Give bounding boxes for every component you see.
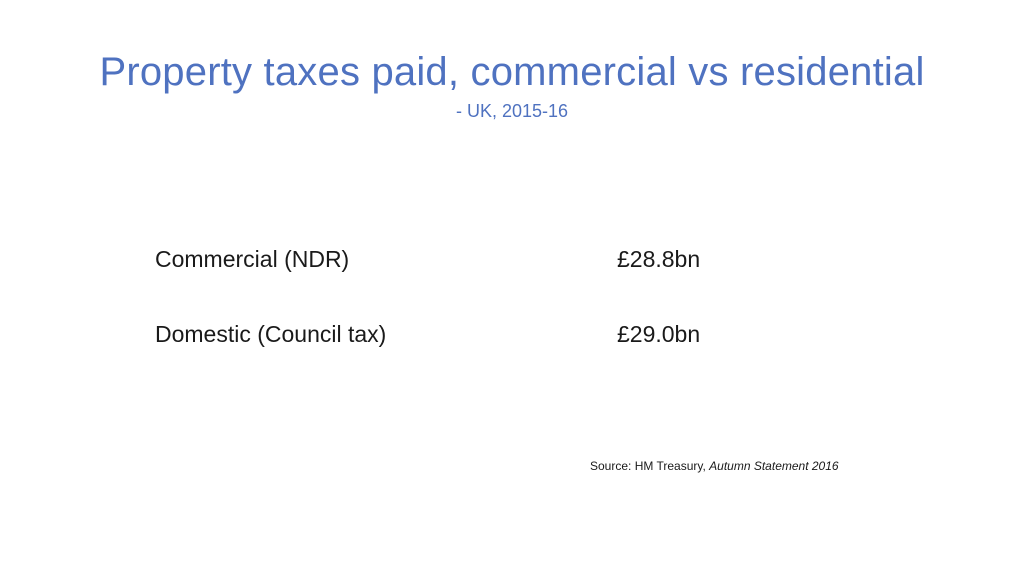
source-publication: Autumn Statement 2016: [709, 459, 839, 473]
source-citation: Source: HM Treasury, Autumn Statement 20…: [590, 457, 839, 475]
source-prefix: Source: HM Treasury,: [590, 459, 710, 473]
row-label: Commercial (NDR): [155, 246, 350, 272]
row-value: £28.8bn: [617, 246, 701, 272]
row-value: £29.0bn: [617, 321, 701, 347]
row-label: Domestic (Council tax): [155, 321, 387, 347]
slide-subtitle: - UK, 2015-16: [455, 101, 569, 121]
data-row-domestic: Domestic (Council tax) £29.0bn: [155, 317, 855, 351]
data-row-commercial: Commercial (NDR) £28.8bn: [155, 242, 855, 276]
slide-title: Property taxes paid, commercial vs resid…: [99, 50, 925, 94]
